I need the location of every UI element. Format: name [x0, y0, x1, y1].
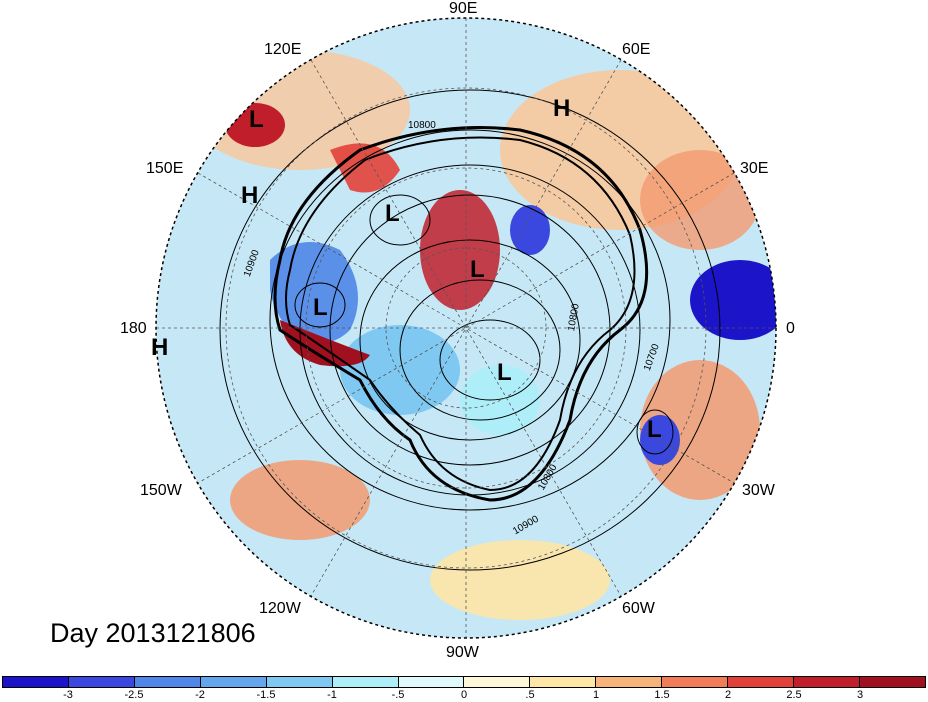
colorbar-swatch — [398, 677, 465, 687]
colorbar-swatch — [332, 677, 399, 687]
colorbar — [2, 676, 926, 688]
colorbar-swatch — [3, 677, 69, 687]
colorbar-tick-label: 1 — [592, 689, 600, 701]
colorbar-tick-label: 2 — [724, 689, 732, 701]
map-border — [155, 17, 777, 639]
colorbar-swatch — [530, 677, 597, 687]
low-center-marker: L — [647, 416, 662, 443]
low-center-marker: L — [249, 106, 264, 133]
lon-label-90w: 90W — [446, 644, 479, 661]
lon-label-150w: 150W — [140, 482, 182, 499]
high-center-marker: H — [241, 182, 259, 209]
lon-label-30e: 30E — [740, 160, 769, 177]
colorbar-tick-label: 0 — [460, 689, 468, 701]
low-center-marker: L — [470, 256, 485, 283]
colorbar-tick-label: 3 — [856, 689, 864, 701]
date-title: Day 2013121806 — [50, 618, 256, 648]
low-center-marker: L — [497, 359, 512, 386]
colorbar-tick-label: -.5 — [391, 689, 405, 701]
lon-label-60e: 60E — [622, 41, 651, 58]
low-center-marker: L — [313, 294, 328, 321]
colorbar-swatch — [68, 677, 135, 687]
colorbar-swatch — [662, 677, 729, 687]
lon-label-180: 180 — [120, 320, 147, 337]
colorbar-tick-label: -1 — [327, 689, 337, 701]
contour-label: 10800 — [408, 120, 436, 131]
lon-label-120e: 120E — [264, 41, 302, 58]
colorbar-swatch — [596, 677, 663, 687]
lon-label-150e: 150E — [146, 160, 184, 177]
anomaly-field — [156, 18, 776, 638]
graticule — [156, 18, 776, 638]
colorbar-swatch — [266, 677, 333, 687]
colorbar-swatch — [728, 677, 795, 687]
high-center-marker: H — [151, 334, 169, 361]
low-center-marker: L — [385, 200, 400, 227]
geopotential-contours — [219, 89, 721, 571]
high-center-marker: H — [553, 95, 571, 122]
colorbar-tick-label: -2 — [195, 689, 205, 701]
colorbar-swatch — [200, 677, 267, 687]
colorbar-swatch — [794, 677, 860, 687]
colorbar-tick-label: 1.5 — [654, 689, 670, 701]
lon-label-90e: 90E — [449, 0, 478, 17]
colorbar-swatch — [859, 677, 925, 687]
lon-label-60w: 60W — [622, 600, 655, 617]
colorbar-tick-label: .5 — [525, 689, 535, 701]
lon-label-120w: 120W — [259, 600, 301, 617]
lon-label-0: 0 — [786, 320, 795, 337]
lon-label-30w: 30W — [742, 482, 775, 499]
colorbar-swatch — [134, 677, 201, 687]
colorbar-tick-label: -2.5 — [124, 689, 144, 701]
colorbar-tick-label: 2.5 — [786, 689, 802, 701]
colorbar-tick-label: -1.5 — [256, 689, 276, 701]
colorbar-tick-label: -3 — [63, 689, 73, 701]
colorbar-swatch — [464, 677, 531, 687]
